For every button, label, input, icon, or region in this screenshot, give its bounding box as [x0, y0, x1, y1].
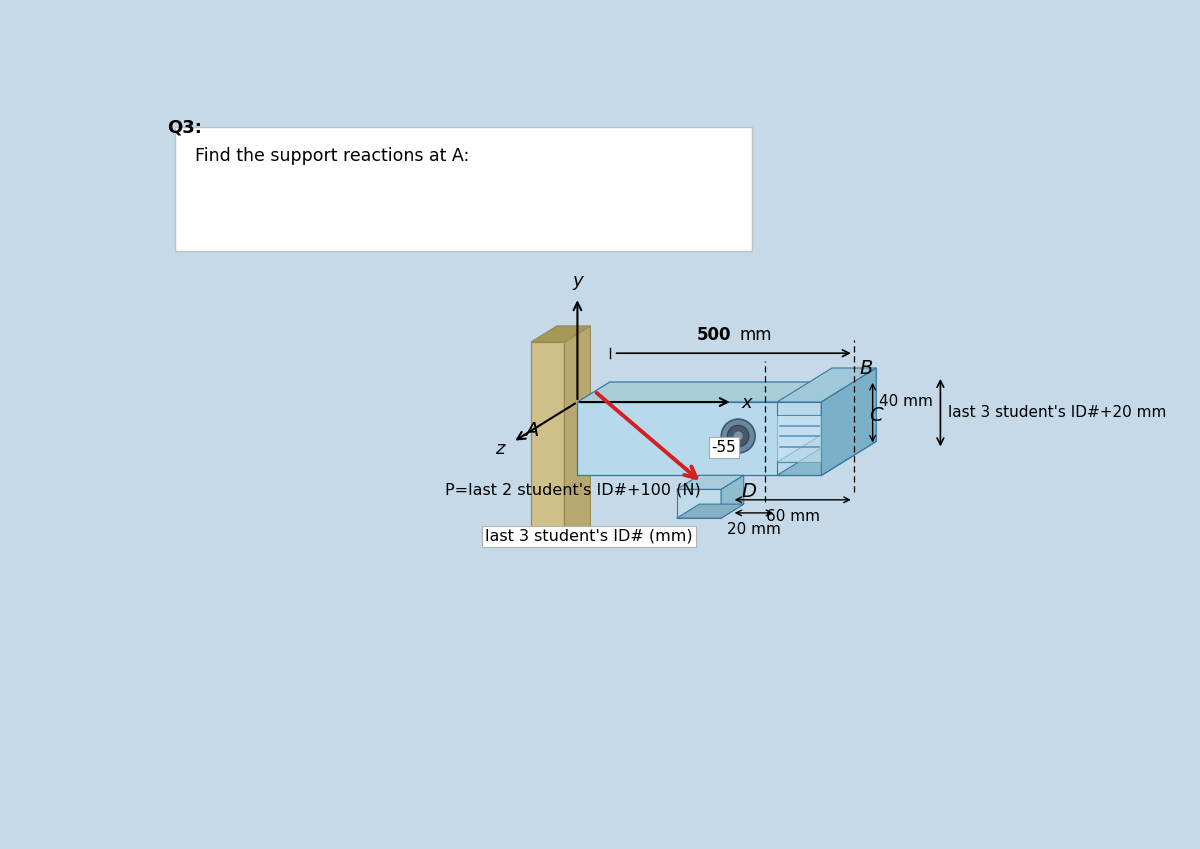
Polygon shape [821, 428, 876, 475]
Text: P=last 2 student's ID#+100 (N): P=last 2 student's ID#+100 (N) [445, 482, 701, 498]
Text: 20 mm: 20 mm [727, 522, 781, 537]
Circle shape [721, 419, 755, 453]
Polygon shape [821, 382, 853, 475]
Polygon shape [532, 326, 590, 342]
Polygon shape [778, 441, 876, 475]
Polygon shape [778, 368, 876, 402]
Text: Q3:: Q3: [167, 118, 202, 136]
Circle shape [727, 425, 749, 447]
Text: z: z [496, 440, 505, 458]
Text: mm: mm [739, 326, 772, 344]
Polygon shape [778, 462, 821, 475]
Polygon shape [778, 402, 821, 415]
Text: last 3 student's ID#+20 mm: last 3 student's ID#+20 mm [948, 405, 1166, 420]
Polygon shape [532, 342, 564, 546]
Text: C: C [870, 406, 883, 424]
Text: B: B [860, 359, 874, 378]
Polygon shape [677, 475, 744, 489]
Polygon shape [821, 368, 876, 475]
FancyBboxPatch shape [174, 127, 752, 251]
Polygon shape [721, 475, 744, 518]
Polygon shape [821, 368, 876, 415]
Text: D: D [742, 482, 756, 501]
Polygon shape [577, 382, 853, 402]
Text: x: x [742, 394, 752, 412]
Text: 40 mm: 40 mm [878, 394, 932, 408]
Text: Find the support reactions at A:: Find the support reactions at A: [196, 148, 469, 166]
Text: 60 mm: 60 mm [766, 509, 820, 524]
Circle shape [733, 431, 743, 441]
Polygon shape [778, 428, 876, 462]
Text: last 3 student's ID# (mm): last 3 student's ID# (mm) [485, 529, 692, 544]
Text: -55: -55 [712, 440, 737, 455]
Text: y: y [572, 272, 583, 290]
Text: A: A [526, 421, 539, 441]
Polygon shape [677, 504, 744, 518]
Polygon shape [577, 402, 821, 475]
Polygon shape [564, 326, 590, 546]
Text: 500: 500 [697, 326, 732, 344]
Polygon shape [677, 489, 721, 518]
Polygon shape [778, 415, 821, 462]
